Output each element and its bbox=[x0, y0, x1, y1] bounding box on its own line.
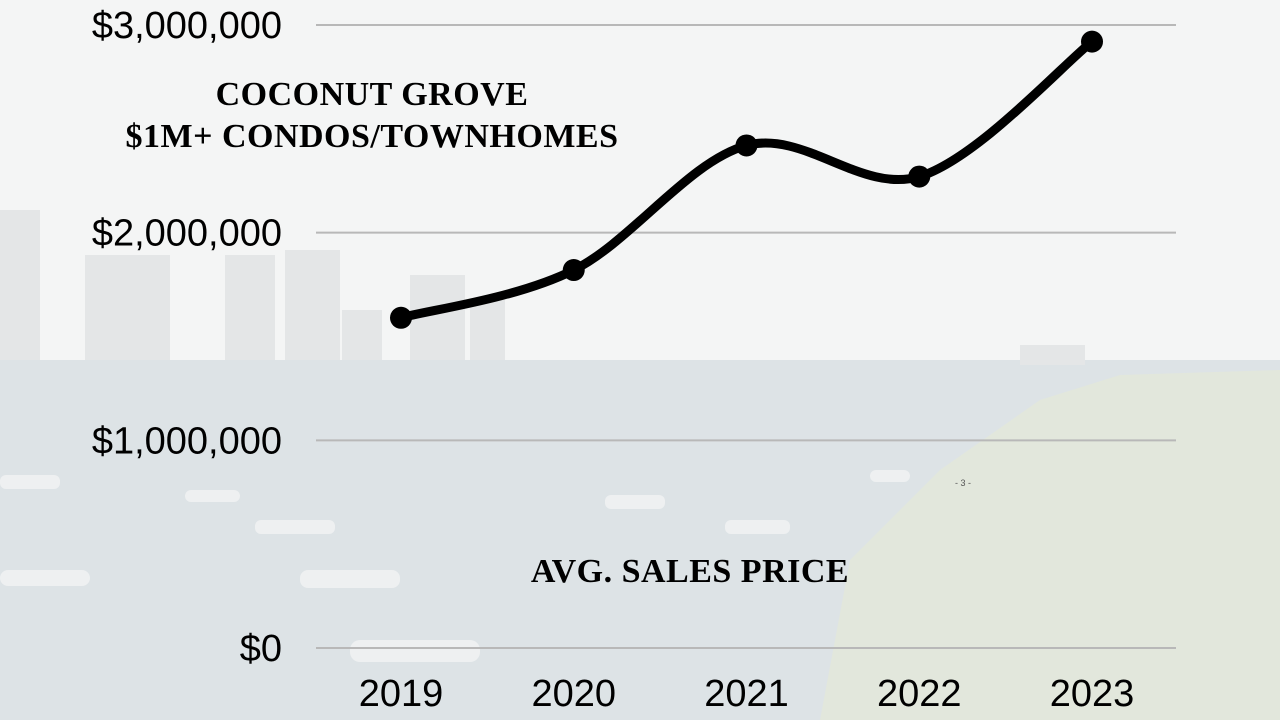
x-axis-tick-labels: 2019 2020 2021 2022 2023 bbox=[359, 673, 1135, 715]
y-tick-label: $2,000,000 bbox=[92, 213, 282, 255]
x-tick-label: 2019 bbox=[359, 673, 444, 715]
data-point bbox=[390, 306, 412, 329]
data-points bbox=[390, 30, 1103, 329]
y-tick-label: $3,000,000 bbox=[92, 5, 282, 47]
chart-caption: AVG. SALES PRICE bbox=[530, 553, 850, 590]
x-tick-label: 2023 bbox=[1050, 673, 1135, 715]
y-axis-tick-labels: $0 $1,000,000 $2,000,000 $3,000,000 bbox=[92, 5, 282, 670]
x-tick-label: 2020 bbox=[531, 673, 616, 715]
data-point bbox=[908, 165, 931, 188]
data-point bbox=[735, 134, 758, 157]
data-point bbox=[562, 259, 585, 282]
x-tick-label: 2021 bbox=[704, 673, 789, 715]
y-tick-label: $0 bbox=[240, 628, 282, 670]
gridlines bbox=[316, 24, 1176, 649]
chart-title-line-1: COCONUT GROVE bbox=[215, 76, 529, 113]
page-number: - 3 - bbox=[954, 478, 971, 488]
chart-title-line-2: $1M+ CONDOS/TOWNHOMES bbox=[125, 118, 619, 155]
y-tick-label: $1,000,000 bbox=[92, 420, 282, 462]
data-point bbox=[1081, 30, 1103, 53]
x-tick-label: 2022 bbox=[877, 673, 962, 715]
